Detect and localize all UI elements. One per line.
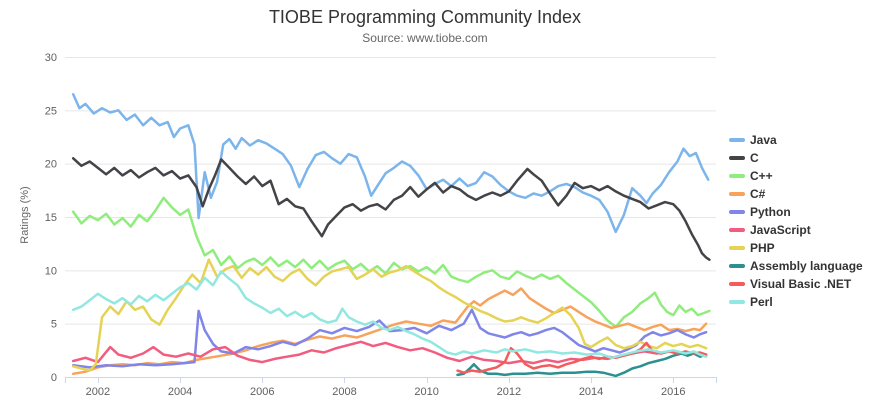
legend-marker-c bbox=[729, 156, 745, 160]
legend-label: Perl bbox=[750, 295, 773, 309]
legend-label: PHP bbox=[750, 241, 775, 255]
y-tick-label: 0 bbox=[51, 372, 57, 384]
legend-label: Visual Basic .NET bbox=[750, 277, 852, 291]
x-tick-label: 2012 bbox=[497, 386, 521, 398]
y-tick-label: 20 bbox=[45, 159, 57, 171]
legend-item-perl[interactable]: Perl bbox=[729, 293, 863, 311]
legend-marker-python bbox=[729, 210, 745, 214]
y-tick-label: 15 bbox=[45, 212, 57, 224]
x-tick-label: 2010 bbox=[414, 386, 438, 398]
legend-label: Java bbox=[750, 133, 777, 147]
legend: Java C C++ C# Python JavaScript PHP Assembly la… bbox=[729, 131, 863, 311]
legend-marker-perl bbox=[729, 300, 745, 304]
legend-item-c[interactable]: C# bbox=[729, 185, 863, 203]
legend-label: JavaScript bbox=[750, 223, 811, 237]
x-tick-label: 2016 bbox=[661, 386, 685, 398]
legend-marker-assembly-language bbox=[729, 264, 745, 268]
series-line-c[interactable] bbox=[71, 157, 711, 261]
legend-marker-c bbox=[729, 192, 745, 196]
series-line-javascript[interactable] bbox=[71, 340, 708, 365]
y-axis-title: Ratings (%) bbox=[19, 186, 31, 244]
legend-marker-javascript bbox=[729, 228, 745, 232]
y-tick-label: 10 bbox=[45, 265, 57, 277]
y-tick-label: 5 bbox=[51, 319, 57, 331]
legend-marker-java bbox=[729, 138, 745, 142]
legend-marker-c bbox=[729, 174, 745, 178]
series-line-perl[interactable] bbox=[71, 270, 708, 360]
x-tick-label: 2002 bbox=[86, 386, 110, 398]
legend-label: Python bbox=[750, 205, 791, 219]
chart-subtitle: Source: www.tiobe.com bbox=[362, 31, 488, 45]
x-tick-label: 2008 bbox=[332, 386, 356, 398]
legend-item-javascript[interactable]: JavaScript bbox=[729, 221, 863, 239]
series-line-php[interactable] bbox=[71, 258, 708, 372]
legend-label: C# bbox=[750, 187, 766, 201]
y-tick-label: 25 bbox=[45, 105, 57, 117]
legend-item-c[interactable]: C++ bbox=[729, 167, 863, 185]
legend-item-java[interactable]: Java bbox=[729, 131, 863, 149]
series-line-java[interactable] bbox=[71, 93, 710, 234]
series-line-python[interactable] bbox=[71, 308, 708, 369]
x-tick-label: 2014 bbox=[579, 386, 603, 398]
legend-item-php[interactable]: PHP bbox=[729, 239, 863, 257]
legend-marker-php bbox=[729, 246, 745, 250]
legend-label: C bbox=[750, 151, 759, 165]
x-tick-label: 2004 bbox=[168, 386, 192, 398]
legend-item-visual-basic-net[interactable]: Visual Basic .NET bbox=[729, 275, 863, 293]
series-line-c[interactable] bbox=[71, 287, 708, 376]
legend-item-c[interactable]: C bbox=[729, 149, 863, 167]
legend-label: C++ bbox=[750, 169, 773, 183]
legend-item-assembly-language[interactable]: Assembly language bbox=[729, 257, 863, 275]
series-line-assembly-language[interactable] bbox=[456, 352, 708, 378]
y-tick-label: 30 bbox=[45, 52, 57, 64]
chart-title: TIOBE Programming Community Index bbox=[268, 7, 582, 27]
legend-item-python[interactable]: Python bbox=[729, 203, 863, 221]
legend-label: Assembly language bbox=[750, 259, 863, 273]
legend-marker-visual-basic-net bbox=[729, 282, 745, 286]
x-tick-label: 2006 bbox=[250, 386, 274, 398]
